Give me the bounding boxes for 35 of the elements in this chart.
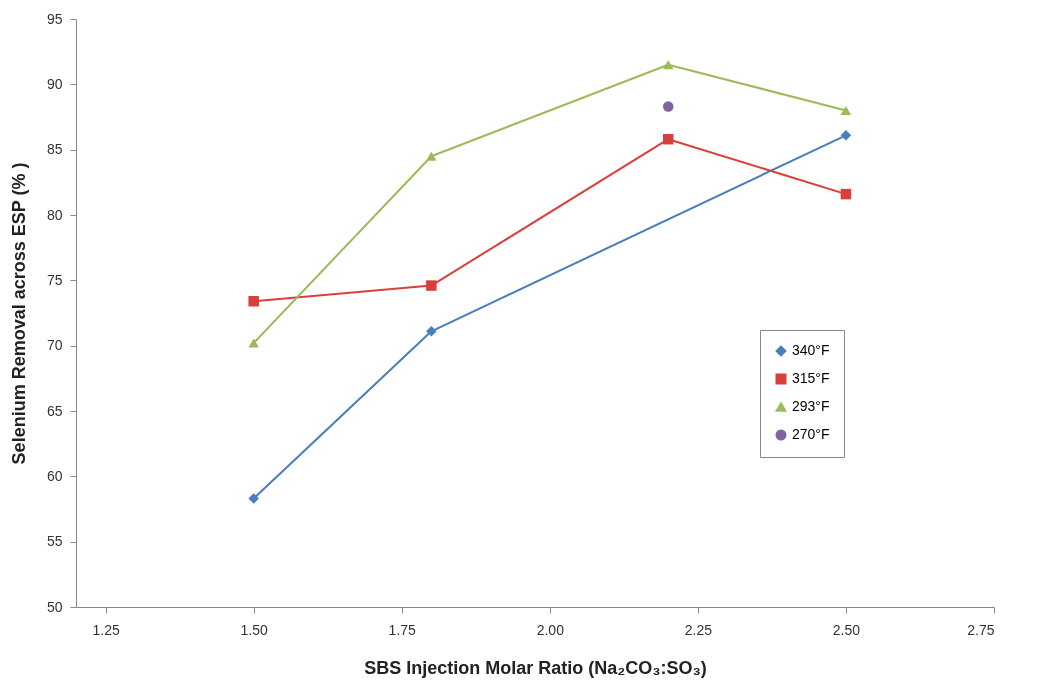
y-tick-label: 70 (46, 337, 63, 354)
y-tick-label: 60 (46, 467, 63, 484)
point (840, 105, 852, 116)
x-axis-title: SBS Injection Molar Ratio (Na₂CO₃:SO₃) (364, 657, 707, 678)
x-tick-label: 1.75 (388, 621, 417, 638)
y-tick-label: 75 (46, 271, 63, 288)
y-axis-title: Selenium Removal across ESP (% ) (8, 162, 29, 465)
y-tick-label: 95 (46, 10, 63, 27)
x-tick-label: 2.00 (536, 621, 565, 638)
x-tick-label: 1.50 (240, 621, 269, 638)
y-tick-label: 55 (46, 533, 63, 550)
legend-label: 270°F (792, 426, 830, 442)
point (840, 188, 852, 200)
y-tick-label: 50 (46, 598, 63, 615)
y-tick-label: 85 (46, 141, 63, 158)
x-tick-label: 2.75 (967, 621, 995, 638)
point (663, 133, 674, 145)
point (426, 151, 437, 161)
point (426, 280, 437, 291)
point (248, 296, 259, 307)
x-tick-label: 2.25 (684, 621, 713, 638)
point (663, 60, 674, 70)
point (663, 101, 674, 112)
x-tick-label: 2.50 (832, 621, 861, 638)
point (426, 326, 437, 337)
y-tick-label: 65 (46, 402, 63, 419)
x-tick-label: 1.25 (92, 621, 120, 638)
y-tick-label: 80 (46, 206, 63, 223)
y-tick-label: 90 (46, 75, 63, 92)
point (248, 493, 259, 504)
point (840, 130, 852, 141)
legend-label: 293°F (792, 398, 830, 414)
point (248, 338, 259, 348)
legend-label: 340°F (792, 342, 830, 358)
legend-label: 315°F (792, 370, 830, 386)
